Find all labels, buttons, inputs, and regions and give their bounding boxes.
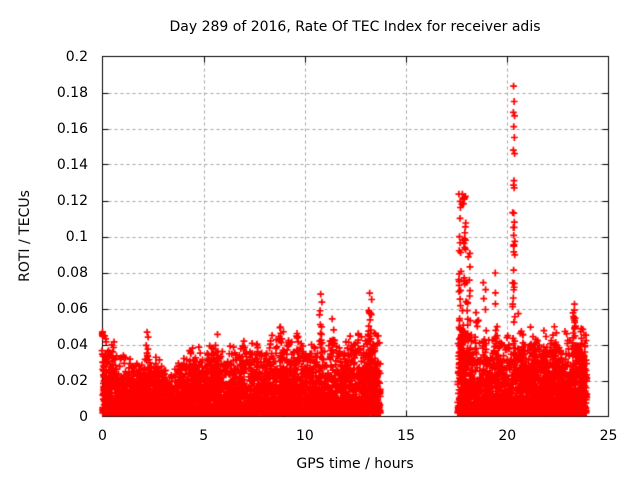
chart-title: Day 289 of 2016, Rate Of TEC Index for r… <box>169 19 541 35</box>
y-axis-title: ROTI / TECUs <box>17 190 33 282</box>
x-axis-title: GPS time / hours <box>296 456 414 472</box>
